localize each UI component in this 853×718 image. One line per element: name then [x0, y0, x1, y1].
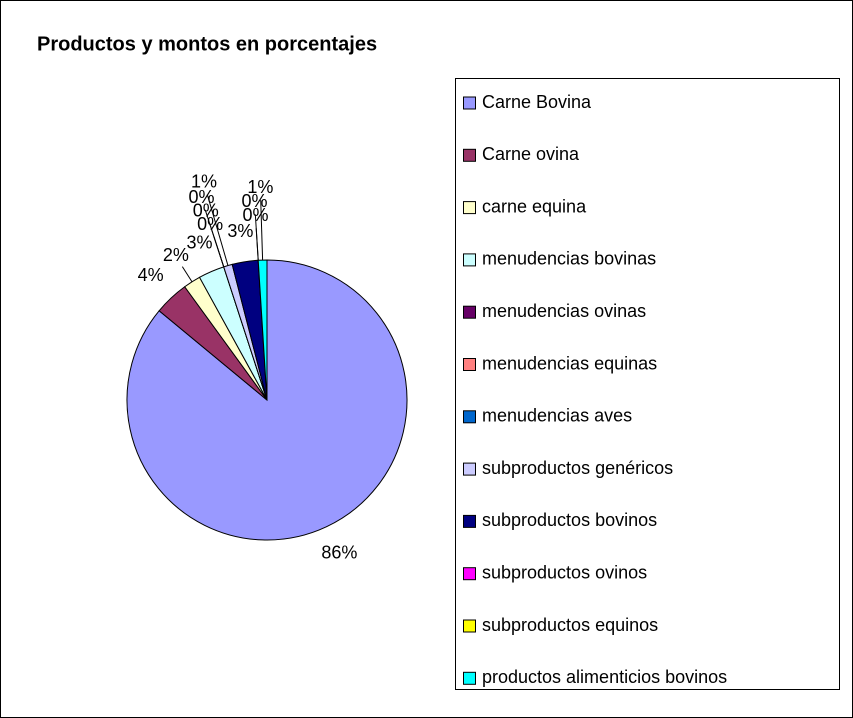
data-label: 1% — [191, 172, 217, 192]
chart-title: Productos y montos en porcentajes — [37, 33, 377, 55]
legend-label: subproductos equinos — [482, 615, 658, 635]
legend-label: subproductos ovinos — [482, 562, 647, 582]
legend-swatch — [463, 671, 476, 685]
legend-swatch — [463, 619, 476, 633]
legend-label: subproductos bovinos — [482, 510, 657, 530]
legend-label: menudencias aves — [482, 406, 632, 426]
legend-label: productos alimenticios bovinos — [482, 667, 727, 687]
legend-swatch — [463, 305, 476, 319]
legend-label: Carne Bovina — [482, 92, 592, 112]
data-label: 0% — [188, 187, 214, 207]
data-label: 2% — [163, 245, 189, 265]
legend-label: subproductos genéricos — [482, 458, 673, 478]
leader-line — [181, 266, 193, 283]
legend-label: menudencias equinas — [482, 353, 657, 373]
legend-swatch — [463, 410, 476, 424]
data-label: 3% — [227, 221, 253, 241]
legend-swatch — [463, 567, 476, 581]
legend-label: carne equina — [482, 196, 587, 216]
data-label: 4% — [138, 265, 164, 285]
leader-line — [206, 194, 229, 266]
legend-label: Carne ovina — [482, 144, 580, 164]
leader-line — [260, 200, 264, 261]
legend-label: menudencias ovinas — [482, 301, 646, 321]
leader-line — [204, 209, 225, 268]
data-label: 3% — [186, 233, 212, 253]
data-label: 1% — [247, 177, 273, 197]
legend-swatch — [463, 462, 476, 476]
data-label: 86% — [321, 543, 357, 563]
legend-swatch — [463, 358, 476, 371]
legend-swatch — [463, 201, 476, 215]
legend-box — [455, 78, 840, 690]
legend-label: menudencias bovinas — [482, 249, 656, 269]
legend-swatch — [463, 96, 476, 110]
leader-line — [254, 214, 259, 261]
legend-swatch — [463, 253, 476, 267]
legend-swatch — [463, 148, 476, 162]
legend-swatch — [463, 514, 476, 528]
